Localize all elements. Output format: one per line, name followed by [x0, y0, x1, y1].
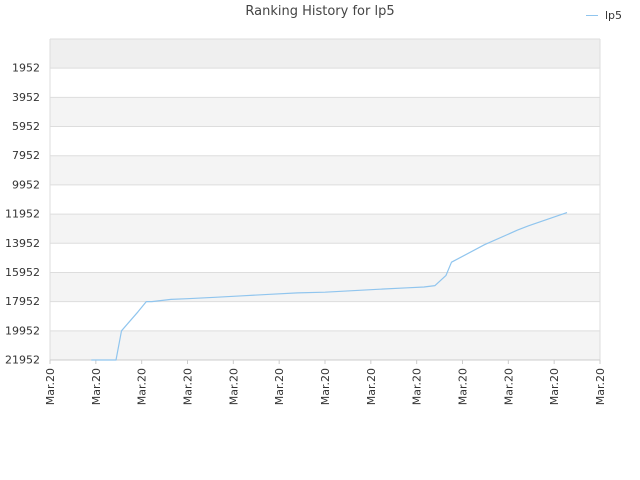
- y-tick-label: 15952: [5, 266, 40, 279]
- y-tick-label: 1952: [12, 62, 40, 75]
- plot-band: [50, 68, 600, 98]
- y-tick-label: 17952: [5, 295, 40, 308]
- plot-band: [50, 97, 600, 127]
- x-tick-label: Mar.20: [319, 368, 332, 405]
- x-tick-label: Mar.20: [365, 368, 378, 405]
- legend-swatch: [586, 14, 598, 16]
- plot-band: [50, 330, 600, 360]
- x-tick-label: Mar.20: [594, 368, 607, 405]
- y-tick-label: 21952: [5, 354, 40, 367]
- legend-label: lp5: [605, 8, 623, 22]
- x-tick-label: Mar.20: [273, 368, 286, 405]
- x-tick-label: Mar.20: [227, 368, 240, 405]
- y-tick-label: 5952: [12, 120, 40, 133]
- plot-band: [50, 126, 600, 156]
- y-tick-label: 9952: [12, 178, 40, 191]
- plot-bands: [50, 39, 600, 360]
- series-layer: [91, 212, 568, 361]
- x-axis: Mar.20 Mar.20 Mar.20 Mar.20 Mar.20 Mar.20 Mar.…: [44, 360, 607, 405]
- series-line-lp5: [91, 212, 568, 361]
- y-tick-label: 13952: [5, 237, 40, 250]
- x-tick-label: Mar.20: [548, 368, 561, 405]
- x-tick-label: Mar.20: [90, 368, 103, 405]
- y-tick-label: 11952: [5, 208, 40, 221]
- plot-band: [50, 214, 600, 244]
- chart-title: Ranking History for lp5: [245, 4, 395, 19]
- legend[interactable]: lp5: [586, 8, 622, 22]
- plot-band: [50, 272, 600, 302]
- y-tick-label: 3952: [12, 91, 40, 104]
- plot-band: [50, 155, 600, 185]
- y-tick-label: 7952: [12, 149, 40, 162]
- plot-band: [50, 243, 600, 273]
- plot-band: [50, 184, 600, 215]
- plot-band: [50, 301, 600, 331]
- x-tick-label: Mar.20: [44, 368, 57, 405]
- y-axis: 1952 3952 5952 7952 9952 11952 13952 15952 17952…: [5, 62, 40, 367]
- x-tick-label: Mar.20: [411, 368, 424, 405]
- x-tick-label: Mar.20: [457, 368, 470, 405]
- x-tick-label: Mar.20: [502, 368, 515, 405]
- y-tick-label: 19952: [5, 324, 40, 337]
- plot-band: [50, 39, 600, 69]
- x-tick-label: Mar.20: [136, 368, 149, 405]
- x-tick-label: Mar.20: [182, 368, 195, 405]
